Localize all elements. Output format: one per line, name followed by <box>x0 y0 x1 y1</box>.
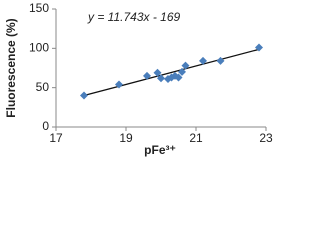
data-point <box>181 61 190 70</box>
x-tick-label: 23 <box>259 131 273 145</box>
data-point <box>199 56 207 65</box>
data-point <box>157 74 165 83</box>
data-point <box>115 80 123 89</box>
x-tick-label: 17 <box>49 131 63 145</box>
x-tick-label: 21 <box>189 131 203 145</box>
chart: Fluorescence (%) pFe³⁺ y = 11.743x - 169… <box>4 1 273 157</box>
data-point <box>174 73 183 82</box>
trendline <box>83 48 260 97</box>
data-point <box>216 56 225 65</box>
y-tick-label: 50 <box>36 80 50 94</box>
y-tick-label: 100 <box>29 41 49 55</box>
x-axis-title: pFe³⁺ <box>144 143 176 157</box>
data-point <box>153 68 162 77</box>
trendline-equation: y = 11.743x - 169 <box>87 10 181 24</box>
data-point <box>143 71 151 80</box>
data-point <box>80 91 88 100</box>
y-axis-title: Fluorescence (%) <box>4 18 18 117</box>
x-tick-label: 19 <box>119 131 133 145</box>
data-point <box>255 43 263 52</box>
y-tick-label: 150 <box>29 1 49 15</box>
y-tick-label: 0 <box>42 119 49 133</box>
data-point <box>178 67 186 76</box>
page: {"chart_data": {"type": "scatter", "x_la… <box>4 1 273 158</box>
